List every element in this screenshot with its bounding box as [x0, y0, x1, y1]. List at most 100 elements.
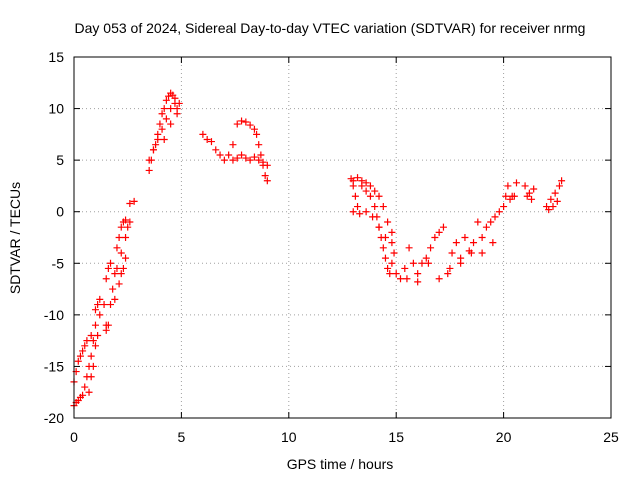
- data-point: [362, 187, 370, 195]
- series-day-arc-lower: [229, 151, 271, 169]
- data-point: [115, 234, 123, 241]
- x-axis-label: GPS time / hours: [287, 456, 394, 472]
- data-point: [173, 110, 181, 118]
- data-point: [349, 177, 357, 185]
- data-point: [250, 153, 258, 161]
- data-point: [160, 136, 168, 144]
- data-point: [113, 264, 121, 272]
- data-point: [113, 244, 121, 252]
- data-point: [371, 187, 379, 195]
- series-rising-arc-upper: [70, 94, 179, 386]
- data-point: [167, 105, 175, 113]
- data-point: [126, 199, 134, 207]
- data-point: [124, 223, 132, 231]
- data-point: [83, 337, 91, 345]
- series-day-arc: [199, 117, 271, 185]
- data-point: [255, 156, 263, 164]
- data-point: [156, 120, 164, 128]
- data-point: [375, 192, 383, 200]
- data-point: [386, 270, 394, 278]
- data-point: [495, 208, 503, 216]
- data-point: [94, 331, 102, 339]
- data-point: [354, 203, 362, 211]
- data-point: [388, 239, 396, 247]
- data-point: [487, 218, 495, 226]
- series-recovery: [396, 208, 503, 286]
- data-point: [242, 154, 250, 162]
- series-recovery-lower: [392, 239, 497, 283]
- data-point: [107, 301, 115, 309]
- data-point: [431, 234, 439, 241]
- data-point: [379, 244, 387, 252]
- data-point: [470, 239, 478, 247]
- data-point: [362, 179, 370, 187]
- data-point: [351, 192, 359, 200]
- data-point: [547, 195, 555, 203]
- data-point: [401, 264, 409, 272]
- data-point: [512, 179, 520, 187]
- x-tick-label: 15: [388, 429, 404, 445]
- data-point: [259, 158, 267, 166]
- data-point: [457, 259, 465, 267]
- series-late-evening: [500, 177, 566, 211]
- data-point: [158, 125, 166, 133]
- data-point: [119, 264, 127, 272]
- data-point: [89, 337, 97, 345]
- data-point: [446, 264, 454, 272]
- data-point: [403, 275, 411, 283]
- series-late-evening-lower: [502, 192, 561, 214]
- data-point: [523, 192, 531, 200]
- data-point: [405, 244, 413, 252]
- plot-frame: [73, 56, 612, 419]
- data-point: [551, 189, 559, 197]
- data-point: [553, 197, 561, 205]
- data-point: [154, 136, 162, 144]
- data-point: [375, 223, 383, 231]
- data-point: [358, 177, 366, 185]
- data-point: [91, 306, 99, 314]
- data-point: [504, 182, 512, 190]
- y-tick-label: -10: [44, 307, 64, 323]
- data-point: [91, 321, 99, 329]
- data-point: [422, 254, 430, 262]
- data-point: [207, 138, 215, 146]
- data-point: [102, 275, 110, 283]
- data-point: [79, 391, 87, 399]
- data-point: [122, 234, 130, 241]
- data-point: [152, 141, 160, 149]
- y-tick-label: 15: [48, 49, 64, 65]
- data-point: [89, 362, 97, 370]
- data-point: [392, 270, 400, 278]
- data-point: [371, 203, 379, 211]
- data-point: [427, 244, 435, 252]
- data-point: [435, 275, 443, 283]
- data-point: [220, 156, 228, 164]
- data-point: [145, 156, 153, 164]
- data-point: [388, 259, 396, 267]
- data-point: [122, 254, 130, 262]
- data-point: [448, 249, 456, 257]
- data-point: [521, 182, 529, 190]
- data-point: [160, 105, 168, 113]
- series-rising-arc-lower: [85, 110, 181, 396]
- data-point: [381, 234, 389, 241]
- data-point: [87, 331, 95, 339]
- y-tick-label: 10: [48, 101, 64, 117]
- data-point: [414, 270, 422, 278]
- data-point: [212, 146, 220, 154]
- data-point: [414, 278, 422, 286]
- data-point: [362, 208, 370, 216]
- data-point: [87, 352, 95, 360]
- data-point: [478, 249, 486, 257]
- data-point: [250, 125, 258, 133]
- data-point: [149, 146, 157, 154]
- data-point: [390, 249, 398, 257]
- grid: [74, 57, 611, 418]
- data-point: [81, 342, 89, 350]
- data-point: [229, 156, 237, 164]
- data-point: [122, 216, 130, 224]
- data-point: [87, 373, 95, 381]
- data-point: [528, 195, 536, 203]
- data-point: [111, 295, 119, 303]
